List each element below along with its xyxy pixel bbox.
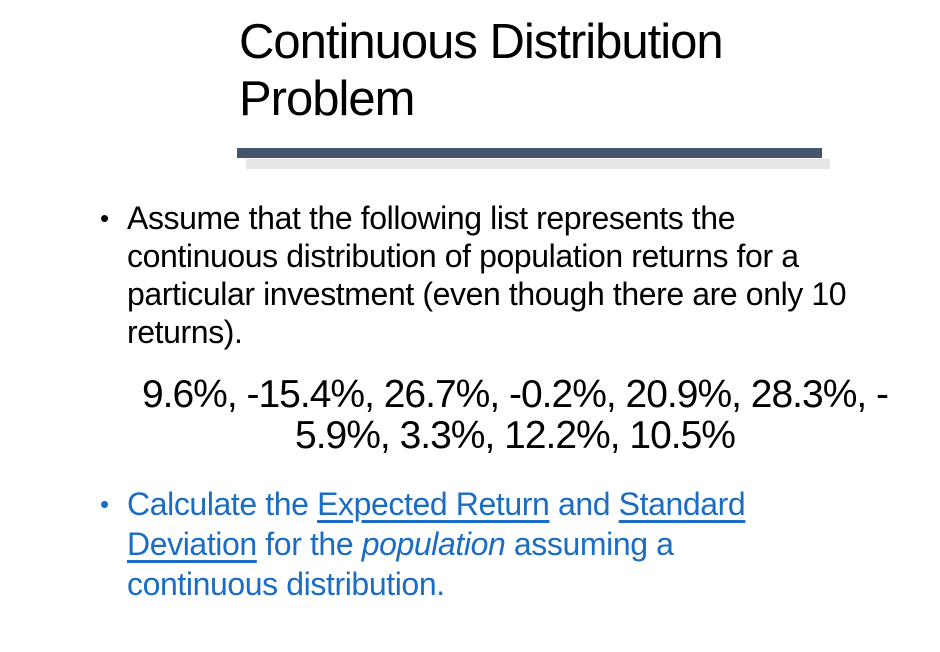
slide-title: Continuous Distribution Problem xyxy=(239,14,724,128)
text-segment: for the xyxy=(256,526,362,562)
text-segment: and xyxy=(549,486,619,522)
bullet-assumption: • Assume that the following list represe… xyxy=(100,199,935,351)
bullet-icon: • xyxy=(100,203,109,233)
bullet-assumption-text: Assume that the following list represent… xyxy=(127,199,935,351)
title-underline-shadow xyxy=(246,159,830,169)
text-segment: continuous distribution of population re… xyxy=(127,238,799,274)
returns-list: 9.6%, -15.4%, 26.7%, -0.2%, 20.9%, 28.3%… xyxy=(100,374,930,456)
bullet-calculate-text: Calculate the Expected Return and Standa… xyxy=(127,484,935,604)
text-segment: 9.6%, -15.4%, 26.7%, -0.2%, 20.9%, 28.3%… xyxy=(141,373,889,416)
title-underline-bar xyxy=(237,148,822,158)
text-segment: Deviation xyxy=(127,526,257,562)
text-segment: continuous distribution. xyxy=(127,566,445,602)
bullet-calculate: • Calculate the Expected Return and Stan… xyxy=(100,484,935,604)
text-segment: assuming a xyxy=(505,526,674,562)
text-segment: 5.9%, 3.3%, 12.2%, 10.5% xyxy=(295,414,736,457)
text-segment: particular investment (even though there… xyxy=(127,276,847,312)
text-segment: Continuous Distribution xyxy=(239,15,724,69)
text-segment: population xyxy=(361,526,506,562)
text-segment: Problem xyxy=(239,72,415,126)
bullet-icon: • xyxy=(100,489,109,519)
text-segment: Standard xyxy=(618,486,746,522)
text-segment: returns). xyxy=(127,314,243,350)
text-segment: Assume that the following list represent… xyxy=(127,200,736,236)
text-segment: Expected Return xyxy=(317,486,550,522)
text-segment: Calculate the xyxy=(127,486,318,522)
